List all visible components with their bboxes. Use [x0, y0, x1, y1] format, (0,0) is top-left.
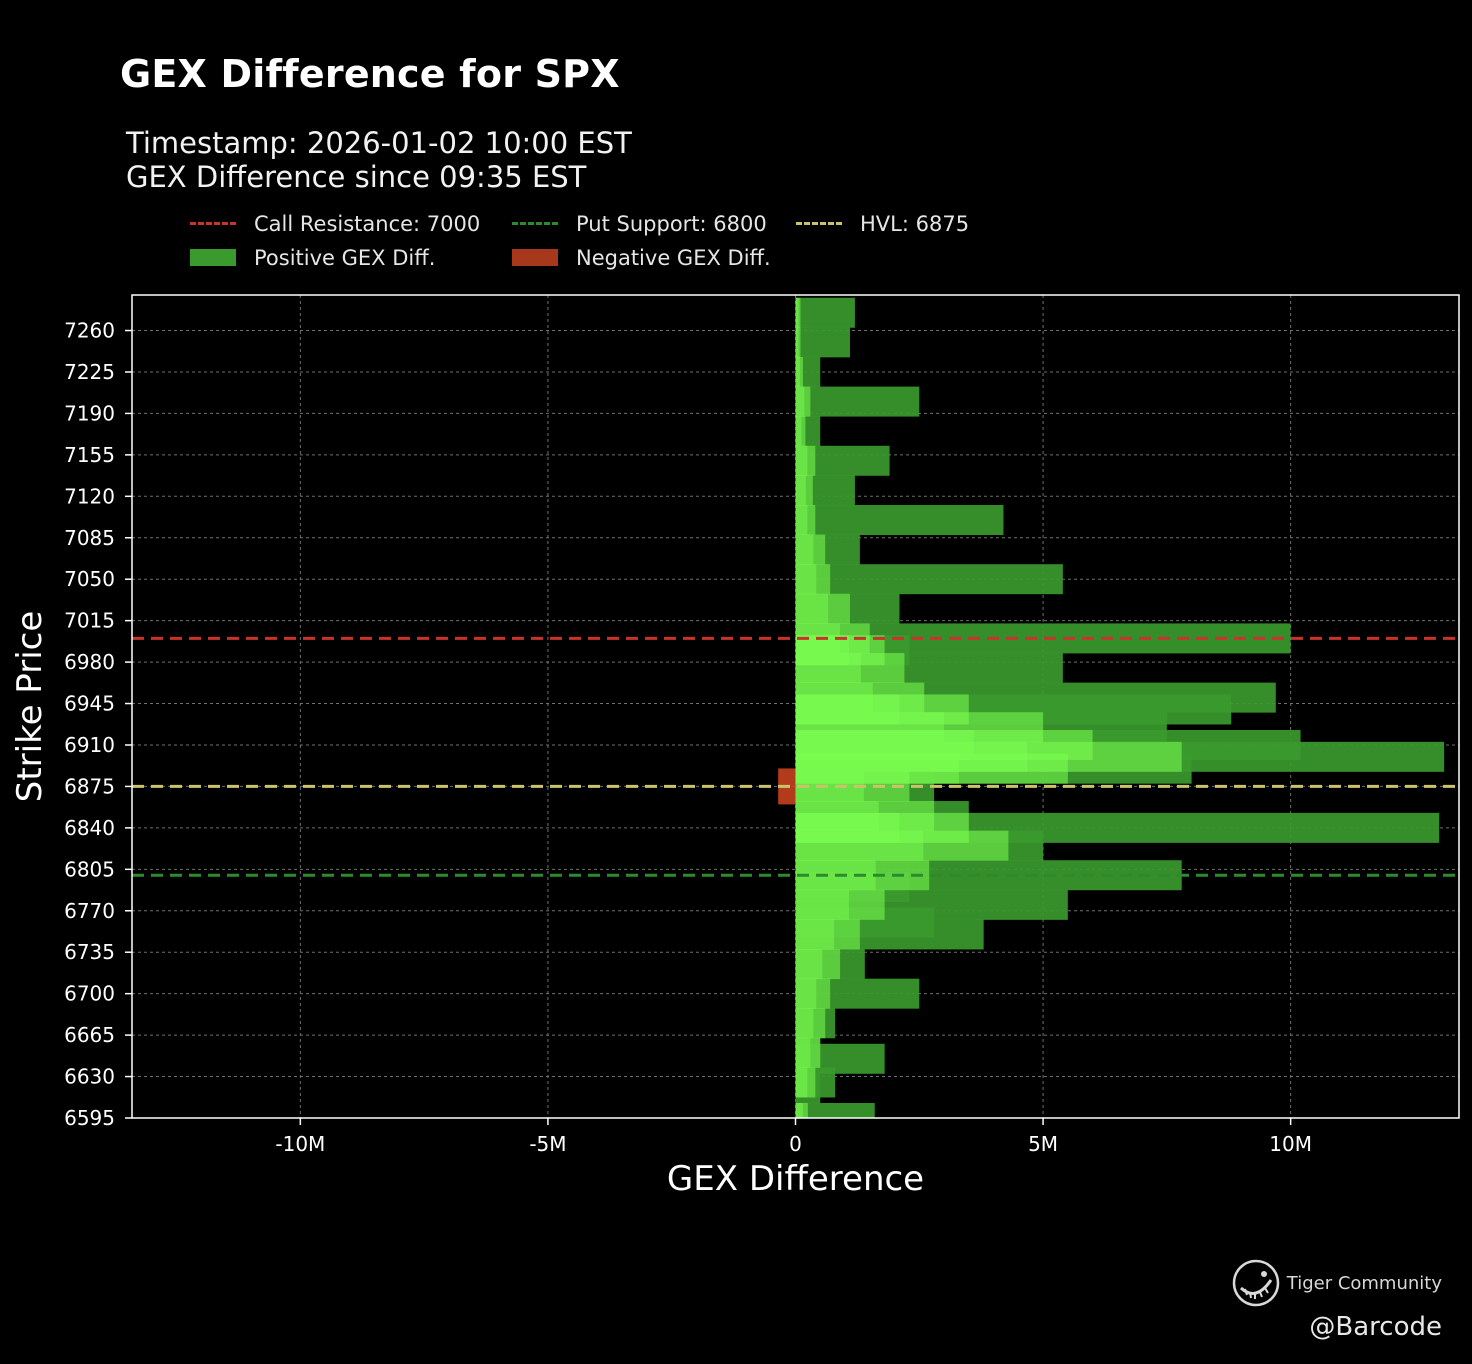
history-bar: [795, 801, 935, 832]
x-tick-label: 0: [789, 1132, 802, 1156]
history-bar: [795, 297, 801, 328]
history-bar-inner: [795, 682, 873, 713]
history-bar: [795, 1103, 808, 1118]
y-tick-label: 6805: [64, 857, 115, 881]
history-bar: [795, 978, 831, 1009]
history-bar-inner: [795, 1103, 803, 1118]
tiger-logo-icon: [1232, 1259, 1279, 1307]
y-tick-label: 7225: [64, 360, 115, 384]
history-bar: [795, 534, 826, 565]
history-bar: [795, 416, 806, 447]
timestamp-subtitle: Timestamp: 2026-01-02 10:00 EST: [126, 126, 632, 160]
history-bar: [795, 564, 831, 595]
legend-hvl-label: HVL: 6875: [860, 212, 970, 236]
y-tick-label: 7120: [64, 484, 115, 508]
history-bar: [795, 327, 801, 358]
positive-bar: [795, 386, 920, 417]
history-bar: [795, 386, 811, 417]
positive-bar: [795, 564, 1063, 595]
y-tick-label: 6770: [64, 899, 115, 923]
history-bar-inner: [795, 1008, 814, 1039]
since-subtitle: GEX Difference since 09:35 EST: [126, 160, 587, 194]
y-tick-label: 6840: [64, 816, 115, 840]
watermark: Tiger Community: [1231, 1258, 1442, 1308]
x-tick-label: -10M: [275, 1132, 325, 1156]
history-bar: [795, 1037, 821, 1068]
y-tick-label: 6980: [64, 650, 115, 674]
y-tick-label: 7260: [64, 319, 115, 343]
history-bar-inner: [795, 949, 823, 980]
legend-put-support-swatch: [512, 221, 558, 225]
watermark-brand: Tiger Community: [1286, 1272, 1442, 1294]
history-bar: [795, 504, 816, 535]
legend-hvl: HVL: 6875: [796, 212, 969, 236]
positive-bar: [795, 504, 1004, 535]
history-bar-inner: [795, 356, 800, 387]
legend-negative: Negative GEX Diff.: [512, 246, 771, 270]
legend-put-support-label: Put Support: 6800: [576, 212, 767, 236]
history-bar-inner: [795, 1037, 811, 1068]
positive-bar: [795, 327, 850, 358]
watermark-handle: @Barcode: [1309, 1312, 1442, 1342]
history-bar: [795, 682, 925, 713]
y-tick-label: 7190: [64, 401, 115, 425]
history-bar: [795, 889, 885, 920]
x-axis-label: GEX Difference: [667, 1159, 924, 1199]
positive-bar: [795, 1103, 875, 1118]
history-bar-inner: [795, 919, 835, 950]
history-bar-inner: [795, 475, 806, 506]
y-axis-label: Strike Price: [10, 611, 50, 802]
history-bar-inner: [795, 564, 817, 595]
plot-area: [132, 297, 1459, 1118]
y-tick-label: 7085: [64, 526, 115, 550]
y-tick-label: 6595: [64, 1106, 115, 1130]
y-tick-label: 7015: [64, 609, 115, 633]
legend-call-resistance-swatch: [190, 221, 236, 225]
history-bar: [795, 475, 813, 506]
y-tick-label: 6875: [64, 774, 115, 798]
x-tick-label: 5M: [1028, 1132, 1058, 1156]
y-tick-label: 7155: [64, 443, 115, 467]
legend-put-support: Put Support: 6800: [512, 212, 767, 236]
y-tick-label: 6910: [64, 733, 115, 757]
history-bar-inner: [795, 445, 808, 476]
legend-positive-swatch: [190, 248, 236, 266]
legend-positive: Positive GEX Diff.: [190, 246, 435, 270]
history-bar-inner: [795, 504, 808, 535]
y-tick-label: 6945: [64, 692, 115, 716]
history-bar-inner: [795, 593, 829, 624]
positive-bar: [795, 297, 855, 328]
legend-negative-swatch: [512, 248, 558, 266]
y-tick-label: 6665: [64, 1023, 115, 1047]
history-bar: [795, 949, 841, 980]
history-bar: [795, 593, 850, 624]
history-bar: [795, 919, 860, 950]
history-bar-inner: [795, 534, 814, 565]
legend-positive-label: Positive GEX Diff.: [254, 246, 436, 270]
y-tick-label: 6630: [64, 1065, 115, 1089]
history-bar: [795, 1008, 826, 1039]
legend-call-resistance: Call Resistance: 7000: [190, 212, 480, 236]
x-tick-label: -5M: [529, 1132, 566, 1156]
legend-hvl-swatch: [796, 221, 842, 225]
history-bar-inner: [795, 978, 817, 1009]
history-bar-inner: [795, 416, 802, 447]
x-tick-label: 10M: [1269, 1132, 1312, 1156]
y-tick-label: 7050: [64, 567, 115, 591]
y-tick-label: 6700: [64, 982, 115, 1006]
legend-negative-label: Negative GEX Diff.: [576, 246, 771, 270]
history-bar-inner: [795, 327, 799, 358]
history-bar: [795, 445, 816, 476]
history-bar-inner: [795, 1067, 808, 1098]
legend-call-resistance-label: Call Resistance: 7000: [254, 212, 481, 236]
history-bar-inner: [795, 801, 879, 832]
history-bar: [795, 1067, 816, 1098]
history-bar-inner: [795, 297, 799, 328]
history-bar: [795, 356, 803, 387]
history-bar-inner: [795, 889, 849, 920]
history-bar-inner: [795, 386, 805, 417]
chart-title: GEX Difference for SPX: [120, 52, 620, 96]
y-tick-label: 6735: [64, 940, 115, 964]
